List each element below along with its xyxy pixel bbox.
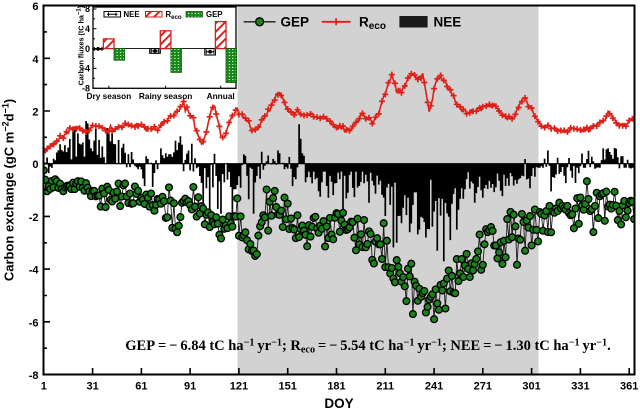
svg-text:Annual: Annual	[207, 91, 235, 101]
svg-text:8: 8	[85, 4, 90, 14]
svg-text:GEP: GEP	[206, 10, 222, 19]
svg-text:GEP = − 6.84 tC ha−1 yr−1; Rec: GEP = − 6.84 tC ha−1 yr−1; Reco = − 5.54…	[125, 338, 610, 356]
svg-text:Carbon fluxes (tC ha−1): Carbon fluxes (tC ha−1)	[77, 5, 86, 85]
svg-text:181: 181	[327, 381, 345, 393]
svg-text:61: 61	[135, 381, 147, 393]
svg-text:121: 121	[230, 381, 248, 393]
svg-text:-6: -6	[29, 317, 39, 329]
svg-text:151: 151	[279, 381, 297, 393]
svg-text:-2: -2	[29, 212, 39, 224]
svg-text:1: 1	[41, 381, 47, 393]
svg-text:361: 361	[620, 381, 638, 393]
svg-text:91: 91	[184, 381, 196, 393]
svg-text:Rainy season: Rainy season	[139, 91, 193, 101]
svg-text:-4: -4	[29, 265, 40, 277]
svg-text:-8: -8	[29, 370, 39, 382]
svg-text:241: 241	[425, 381, 443, 393]
svg-text:NEE: NEE	[434, 15, 462, 30]
svg-text:211: 211	[376, 381, 394, 393]
svg-text:331: 331	[571, 381, 589, 393]
svg-text:DOY: DOY	[324, 396, 353, 411]
svg-text:GEP: GEP	[281, 15, 310, 30]
svg-text:4: 4	[32, 54, 39, 66]
svg-text:Dry season: Dry season	[87, 91, 132, 101]
svg-text:-8: -8	[82, 83, 90, 93]
svg-text:4: 4	[85, 24, 90, 34]
svg-text:2: 2	[32, 107, 38, 119]
svg-text:6: 6	[32, 1, 38, 13]
svg-text:-4: -4	[82, 64, 90, 74]
svg-text:301: 301	[522, 381, 540, 393]
svg-text:0: 0	[32, 159, 38, 171]
svg-text:Carbon exchange (gC m−2d−1): Carbon exchange (gC m−2d−1)	[1, 99, 17, 281]
svg-text:0: 0	[85, 44, 90, 54]
svg-text:31: 31	[86, 381, 98, 393]
svg-text:NEE: NEE	[124, 10, 140, 19]
svg-text:271: 271	[474, 381, 492, 393]
svg-text:Reco: Reco	[166, 10, 182, 21]
